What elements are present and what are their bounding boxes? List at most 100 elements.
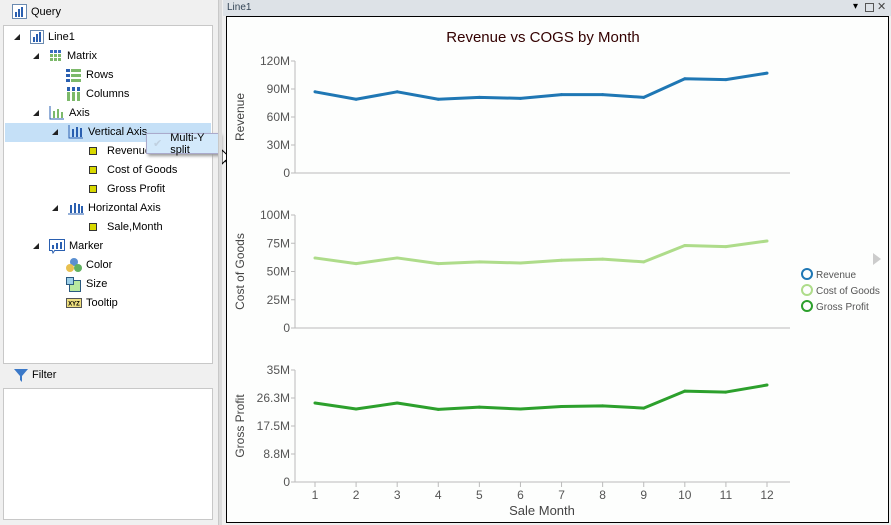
expand-icon[interactable] — [33, 110, 39, 116]
series-line-revenue — [314, 71, 768, 101]
x-tick-label: 11 — [720, 488, 733, 502]
tree-item-field[interactable]: Gross Profit — [86, 180, 165, 198]
x-tick-label: 2 — [353, 488, 360, 502]
tree-item-size[interactable]: Size — [66, 275, 107, 293]
tree-item-color[interactable]: Color — [66, 256, 112, 274]
panel-splitter[interactable] — [218, 0, 222, 525]
tree-item-field[interactable]: Sale,Month — [86, 218, 163, 236]
tree-item-marker[interactable]: Marker — [33, 237, 103, 255]
series-line-gross-profit — [314, 383, 768, 411]
tree-item-vertical-axis[interactable]: Vertical Axis — [52, 123, 147, 141]
tree-item-rows[interactable]: Rows — [66, 66, 114, 84]
x-tick-label: 5 — [476, 488, 483, 502]
tree-label: Sale,Month — [107, 221, 163, 233]
tree-label: Horizontal Axis — [88, 202, 161, 214]
data-point — [765, 71, 769, 75]
data-point — [642, 260, 646, 264]
data-point — [642, 406, 646, 410]
tree-item-field[interactable]: Cost of Goods — [86, 161, 177, 179]
query-header: Query — [12, 4, 61, 19]
tree-item-columns[interactable]: Columns — [66, 85, 129, 103]
tree-label: Vertical Axis — [88, 126, 148, 138]
dropdown-icon[interactable]: ▾ — [853, 1, 859, 12]
field-icon — [89, 147, 97, 155]
close-icon[interactable]: ✕ — [877, 1, 887, 13]
bar-chart-icon — [12, 4, 27, 19]
chart-svg: Revenue vs COGS by Month Sale Month 0 30M… — [233, 29, 881, 518]
tree-label: Size — [86, 278, 108, 290]
y-axis-label: Gross Profit — [233, 394, 247, 458]
chart-window-titlebar: Line1 ▾ ✕ — [223, 0, 891, 16]
expand-icon[interactable] — [33, 243, 39, 249]
horizontal-axis-icon — [68, 203, 84, 215]
x-tick-label: 10 — [678, 488, 692, 502]
expand-icon[interactable] — [52, 129, 58, 135]
check-icon: ✔ — [153, 138, 163, 150]
data-point — [313, 90, 317, 94]
data-point — [395, 401, 399, 405]
legend-scroll-arrow-icon[interactable] — [873, 253, 881, 265]
tree-label: Matrix — [67, 50, 97, 62]
expand-icon[interactable] — [14, 34, 20, 40]
data-point — [518, 261, 522, 265]
x-tick-label: 3 — [394, 488, 401, 502]
tree-item-line1[interactable]: Line1 — [14, 28, 75, 46]
y-tick-label: 0 — [283, 475, 290, 489]
x-axis-label: Sale Month — [509, 503, 575, 518]
y-tick-label: 50M — [267, 265, 290, 279]
x-tick-label: 6 — [517, 488, 524, 502]
tree-item-field[interactable]: Revenue — [86, 142, 151, 160]
legend-label: Cost of Goods — [816, 286, 880, 297]
legend-marker — [801, 284, 813, 296]
data-point — [642, 95, 646, 99]
data-point — [765, 239, 769, 243]
y-axis-label: Cost of Goods — [233, 233, 247, 310]
x-tick-label: 8 — [599, 488, 606, 502]
data-point — [436, 97, 440, 101]
y-tick-label: 30M — [267, 138, 290, 152]
tree-item-axis[interactable]: Axis — [33, 104, 90, 122]
data-point — [724, 78, 728, 82]
data-point — [601, 93, 605, 97]
axis-icon — [49, 106, 64, 120]
y-tick-label: 90M — [267, 82, 290, 96]
data-point — [560, 93, 564, 97]
multi-y-split-menu-item[interactable]: ✔ Multi-Y split — [146, 132, 220, 156]
data-point — [601, 404, 605, 408]
color-icon — [66, 258, 82, 272]
tooltip-icon: XYZ — [66, 298, 82, 308]
funnel-icon — [14, 369, 28, 382]
bar-chart-icon — [30, 30, 44, 44]
y-tick-label: 0 — [283, 166, 290, 180]
legend-label: Gross Profit — [816, 302, 869, 313]
data-point — [601, 257, 605, 261]
tree-label: Gross Profit — [107, 183, 166, 195]
chart-window-title: Line1 — [227, 2, 252, 13]
data-point — [313, 401, 317, 405]
data-point — [724, 390, 728, 394]
y-tick-label: 75M — [267, 236, 290, 250]
chart-frame: Revenue vs COGS by Month Sale Month 0 30M… — [226, 16, 889, 523]
filter-area[interactable] — [3, 388, 213, 520]
vertical-axis-icon — [68, 125, 83, 139]
data-point — [354, 407, 358, 411]
y-tick-label: 35M — [267, 363, 290, 377]
x-tick-label: 4 — [435, 488, 442, 502]
data-point — [477, 260, 481, 264]
expand-icon[interactable] — [33, 53, 39, 59]
matrix-icon — [50, 50, 61, 61]
tree-item-tooltip[interactable]: XYZ Tooltip — [66, 294, 118, 312]
query-title: Query — [31, 5, 61, 18]
tree-label: Axis — [69, 107, 90, 119]
expand-icon[interactable] — [52, 205, 58, 211]
maximize-icon[interactable] — [865, 3, 874, 12]
tree-item-horizontal-axis[interactable]: Horizontal Axis — [52, 199, 161, 217]
data-point — [683, 244, 687, 248]
data-point — [765, 383, 769, 387]
y-tick-label: 100M — [260, 208, 290, 222]
data-point — [354, 262, 358, 266]
y-tick-label: 120M — [260, 54, 290, 68]
y-tick-label: 17.5M — [257, 419, 290, 433]
data-point — [395, 90, 399, 94]
tree-item-matrix[interactable]: Matrix — [33, 47, 97, 65]
